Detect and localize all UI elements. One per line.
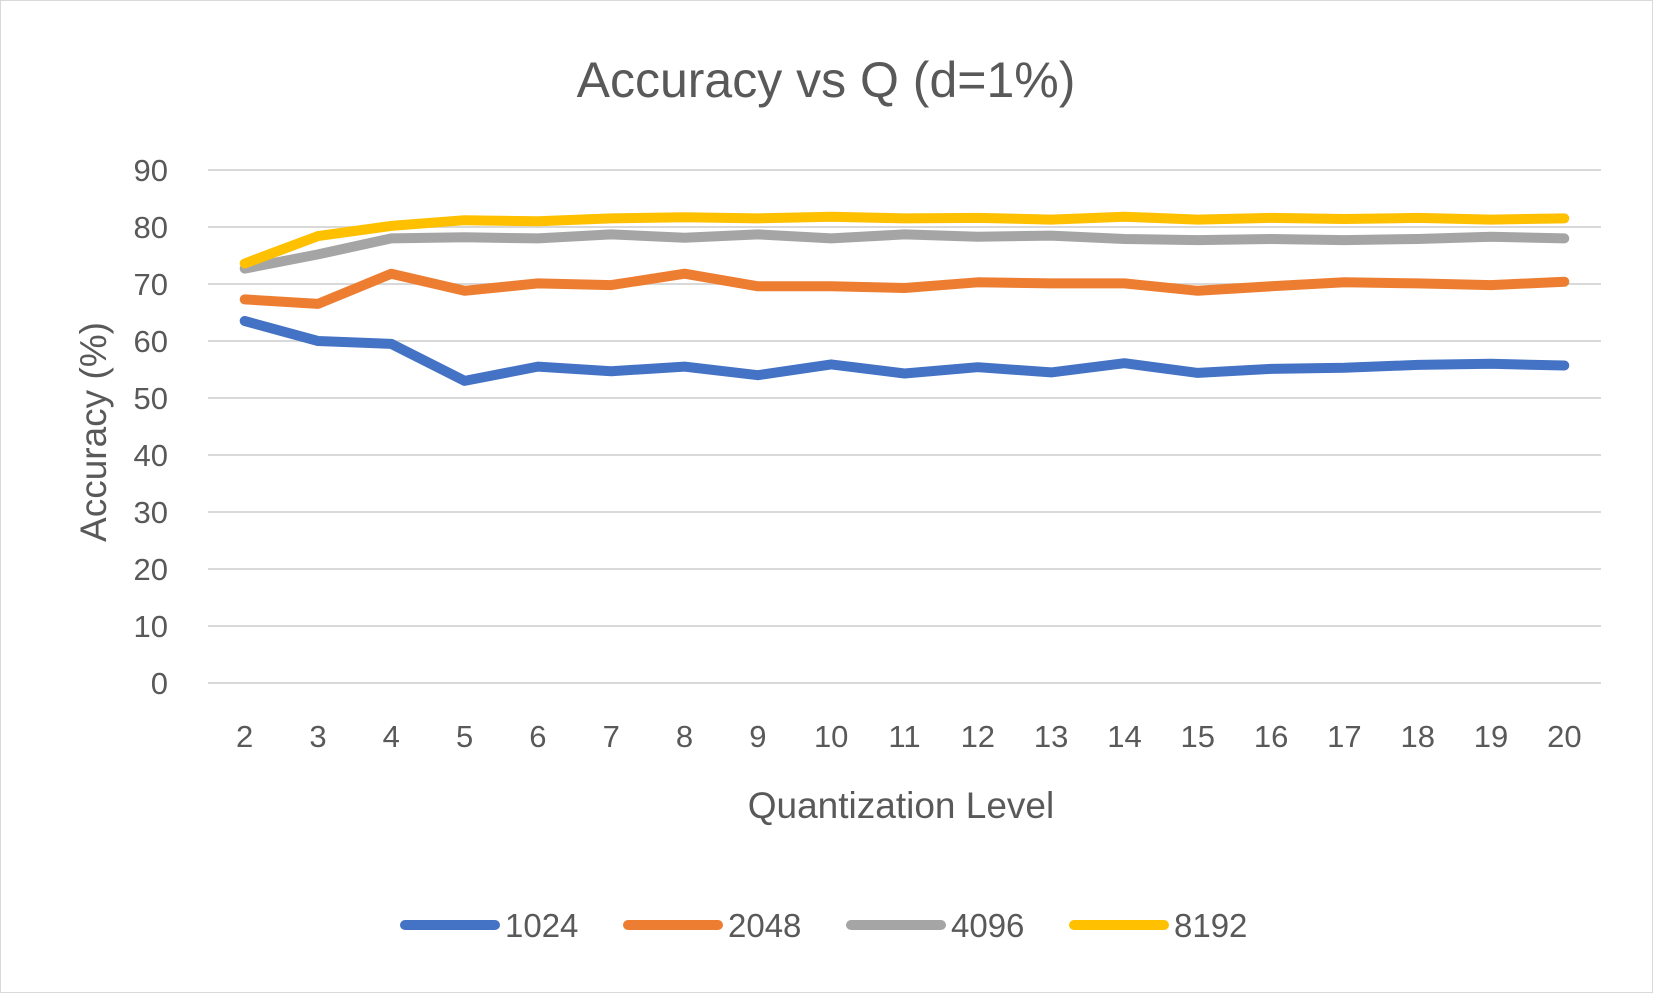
x-axis-ticks: 2 3 4 5 6 7 8 9 10 11 12 13 14 15 16 17 18 19 20 (236, 719, 1582, 754)
y-tick-label: 60 (134, 324, 168, 359)
series-line-4096 (239, 229, 1570, 274)
legend-label: 4096 (951, 907, 1024, 944)
y-tick-label: 90 (134, 153, 168, 188)
legend-label: 1024 (505, 907, 578, 944)
gridlines (208, 169, 1601, 684)
legend-item-4096: 4096 (846, 907, 1024, 944)
x-tick-label: 9 (749, 719, 766, 754)
y-tick-label: 40 (134, 438, 168, 473)
x-tick-label: 17 (1327, 719, 1361, 754)
x-tick-label: 4 (383, 719, 400, 754)
y-tick-label: 80 (134, 210, 168, 245)
legend-item-1024: 1024 (400, 907, 578, 944)
y-tick-label: 10 (134, 609, 168, 644)
x-tick-label: 10 (814, 719, 848, 754)
x-tick-label: 5 (456, 719, 473, 754)
x-tick-label: 3 (309, 719, 326, 754)
legend-item-8192: 8192 (1069, 907, 1247, 944)
x-tick-label: 15 (1181, 719, 1215, 754)
y-axis-title: Accuracy (%) (73, 322, 114, 542)
y-tick-label: 50 (134, 381, 168, 416)
chart-title: Accuracy vs Q (d=1%) (577, 52, 1076, 108)
y-tick-label: 0 (151, 666, 168, 701)
x-tick-label: 7 (603, 719, 620, 754)
legend-label: 8192 (1174, 907, 1247, 944)
x-tick-label: 8 (676, 719, 693, 754)
legend-label: 2048 (728, 907, 801, 944)
series-line-1024 (239, 316, 1570, 386)
x-tick-label: 12 (961, 719, 995, 754)
x-tick-label: 11 (888, 719, 920, 754)
y-axis-ticks: 0 10 20 30 40 50 60 70 80 90 (134, 153, 168, 701)
y-tick-label: 20 (134, 552, 168, 587)
legend: 1024 2048 4096 8192 (400, 907, 1247, 944)
series-lines (239, 211, 1570, 386)
x-tick-label: 19 (1474, 719, 1508, 754)
y-tick-label: 30 (134, 495, 168, 530)
legend-item-2048: 2048 (623, 907, 801, 944)
x-tick-label: 18 (1400, 719, 1434, 754)
x-tick-label: 20 (1547, 719, 1581, 754)
x-tick-label: 16 (1254, 719, 1288, 754)
x-tick-label: 14 (1107, 719, 1141, 754)
x-axis-title: Quantization Level (748, 785, 1054, 826)
series-line-8192 (239, 211, 1570, 269)
x-tick-label: 13 (1034, 719, 1068, 754)
x-tick-label: 2 (236, 719, 253, 754)
y-tick-label: 70 (134, 267, 168, 302)
x-tick-label: 6 (529, 719, 546, 754)
series-line-2048 (239, 268, 1570, 309)
